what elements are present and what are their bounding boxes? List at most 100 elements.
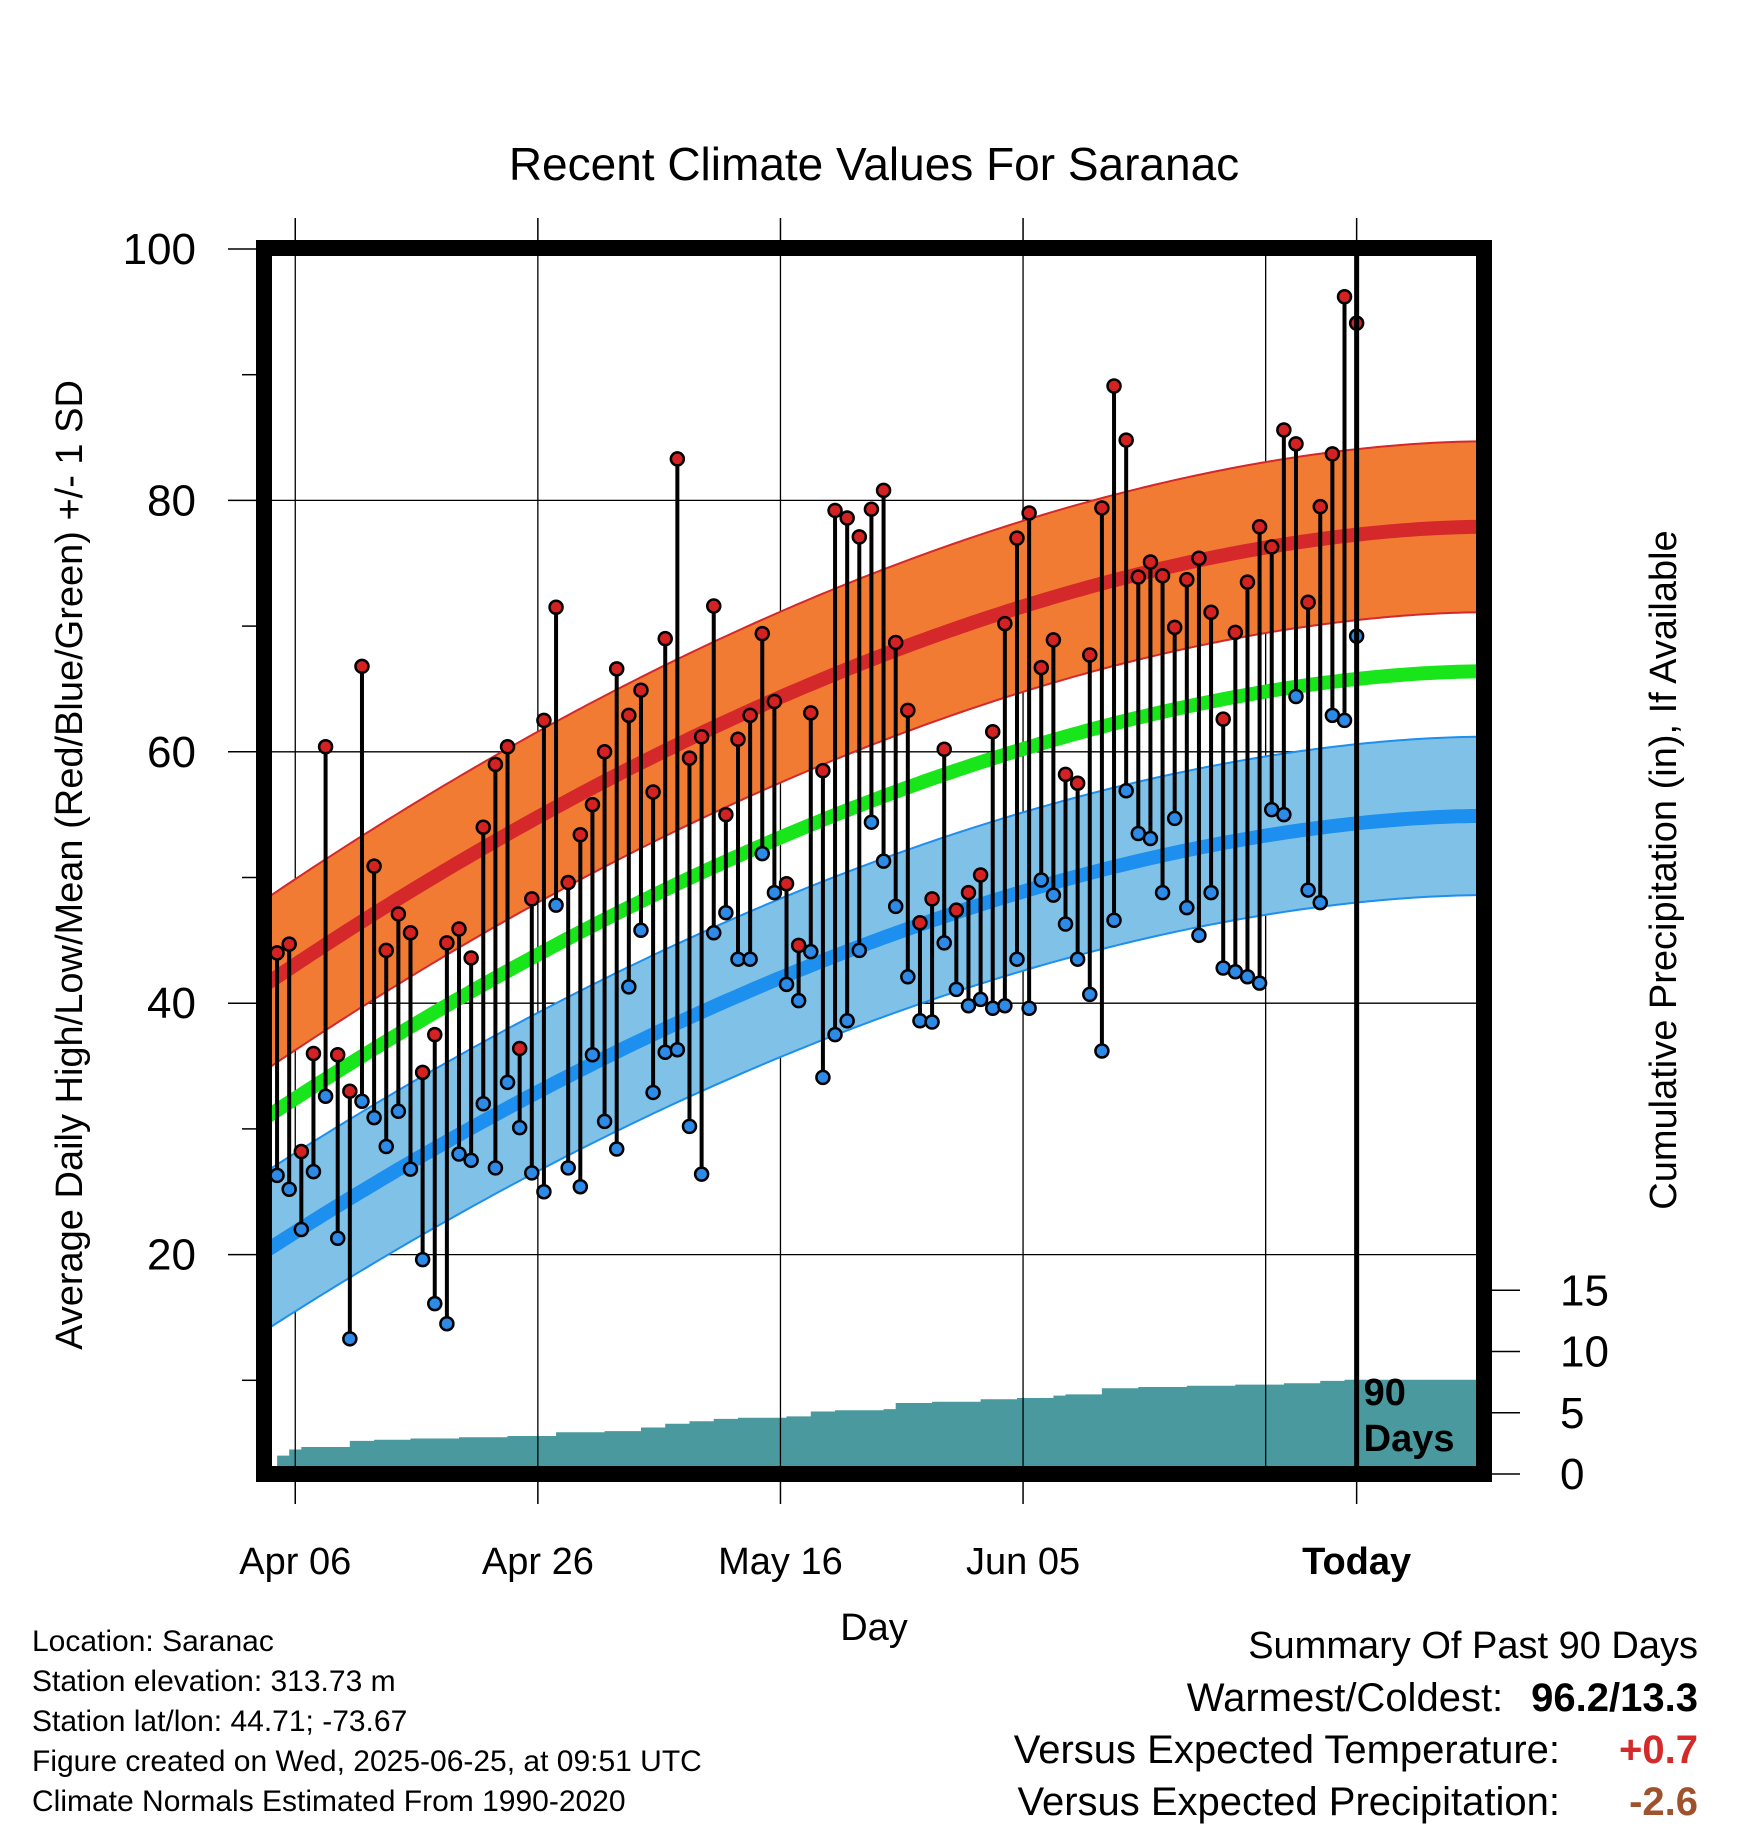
daily-high-point: [1179, 571, 1195, 588]
daily-high-point: [1106, 378, 1122, 394]
y-tick-label: 100: [123, 225, 196, 274]
daily-low-point: [839, 1013, 855, 1029]
daily-high-point: [863, 501, 880, 517]
daily-high-point: [1336, 289, 1353, 305]
plot-content: [264, 248, 1484, 1474]
y-tick-label: 80: [147, 476, 196, 525]
daily-high-point: [984, 723, 1001, 740]
daily-low-point: [1239, 969, 1256, 985]
daily-high-point: [705, 598, 722, 614]
daily-low-point: [1191, 927, 1207, 944]
daily-low-point: [693, 1166, 710, 1182]
daily-low-point: [1082, 986, 1098, 1003]
daily-high-point: [1288, 436, 1304, 452]
daily-low-point: [851, 942, 868, 959]
daily-low-point: [487, 1160, 504, 1176]
daily-high-point: [1154, 568, 1171, 584]
daily-low-point: [366, 1109, 382, 1126]
daily-low-point: [402, 1161, 419, 1177]
daily-low-point: [875, 853, 892, 869]
location-text: Location: Saranac: [32, 1625, 274, 1658]
plot-area: 90 Days: [264, 248, 1484, 1474]
summary-row-temperature: Versus Expected Temperature: +0.7: [1014, 1724, 1698, 1776]
y2-tick-label: 5: [1560, 1389, 1584, 1438]
daily-high-point: [1191, 550, 1207, 566]
daily-low-point: [972, 991, 989, 1008]
daily-high-point: [1009, 530, 1025, 546]
daily-high-point: [402, 925, 419, 941]
daily-low-point: [960, 997, 977, 1014]
daily-high-point: [1251, 519, 1268, 535]
daily-low-point: [1179, 899, 1195, 916]
daily-high-point: [924, 891, 940, 907]
normal-low-line: [264, 808, 1484, 1258]
normal-low-band: [264, 735, 1484, 1333]
daily-high-point: [1324, 446, 1341, 462]
daily-low-point: [754, 845, 771, 862]
daily-low-point: [645, 1084, 661, 1101]
daily-high-point: [269, 945, 285, 961]
daily-high-point: [293, 1143, 310, 1160]
daily-low-point: [718, 904, 734, 921]
daily-high-point: [997, 615, 1013, 632]
x-tick-label: May 16: [718, 1541, 843, 1583]
daily-low-point: [633, 922, 649, 939]
elevation-text: Station elevation: 313.73 m: [32, 1665, 396, 1698]
x-tick-label: Apr 06: [239, 1541, 351, 1583]
daily-high-point: [1215, 711, 1231, 727]
warmest-coldest-label: Warmest/Coldest:: [1186, 1676, 1504, 1720]
daily-high-point: [439, 935, 455, 951]
daily-low-point: [621, 979, 637, 995]
daily-low-point: [766, 884, 783, 901]
daily-low-point: [1312, 894, 1328, 911]
daily-high-point: [1021, 505, 1037, 521]
precip-departure-label: Versus Expected Precipitation:: [1017, 1780, 1560, 1824]
daily-low-point: [1154, 884, 1171, 901]
daily-high-point: [815, 762, 831, 779]
daily-low-point: [1021, 1000, 1037, 1016]
daily-high-point: [960, 884, 977, 901]
daily-low-point: [1166, 810, 1183, 827]
summary-row-extremes: Warmest/Coldest: 96.2/13.3: [1014, 1672, 1698, 1724]
daily-low-point: [560, 1160, 576, 1176]
daily-low-point: [427, 1295, 443, 1312]
daily-high-point: [803, 705, 819, 721]
daily-high-point: [281, 936, 297, 952]
daily-low-point: [827, 1026, 843, 1043]
daily-high-point: [463, 950, 479, 966]
daily-low-point: [815, 1069, 831, 1086]
daily-high-point: [536, 712, 552, 729]
daily-high-point: [1130, 569, 1147, 585]
daily-high-point: [487, 756, 504, 773]
temp-departure-label: Versus Expected Temperature:: [1013, 1728, 1560, 1772]
daily-low-point: [463, 1152, 479, 1169]
daily-high-point: [548, 599, 564, 615]
daily-low-point: [317, 1088, 334, 1104]
y2-tick-label: 15: [1560, 1266, 1609, 1315]
daily-high-point: [524, 891, 540, 907]
latlon-text: Station lat/lon: 44.71; -73.67: [32, 1705, 408, 1738]
daily-high-point: [1033, 659, 1050, 676]
daily-low-point: [1009, 951, 1025, 967]
daily-high-point: [718, 806, 734, 823]
daily-high-point: [366, 858, 382, 874]
daily-high-point: [1082, 647, 1098, 663]
daily-high-point: [342, 1083, 358, 1099]
daily-high-point: [1057, 766, 1074, 783]
temp-departure-value: +0.7: [1619, 1728, 1698, 1772]
daily-low-point: [378, 1138, 394, 1155]
daily-low-point: [293, 1221, 310, 1238]
y-tick-label: 20: [147, 1231, 196, 1280]
precipitation-area: [264, 1379, 1484, 1474]
daily-high-point: [887, 634, 904, 651]
axes: 20 40 60 80 100 0 5 10 15 Apr 06 Apr 26 May 16 Jun 0…: [123, 218, 1609, 1583]
x-tick-label: Apr 26: [482, 1541, 594, 1583]
daily-low-point: [1033, 872, 1050, 888]
daily-low-point: [1288, 688, 1304, 705]
daily-low-point: [790, 992, 807, 1009]
daily-low-point: [1094, 1043, 1110, 1059]
daily-low-point: [863, 814, 880, 830]
y-tick-label: 60: [147, 728, 196, 777]
daily-low-point: [1251, 975, 1268, 991]
